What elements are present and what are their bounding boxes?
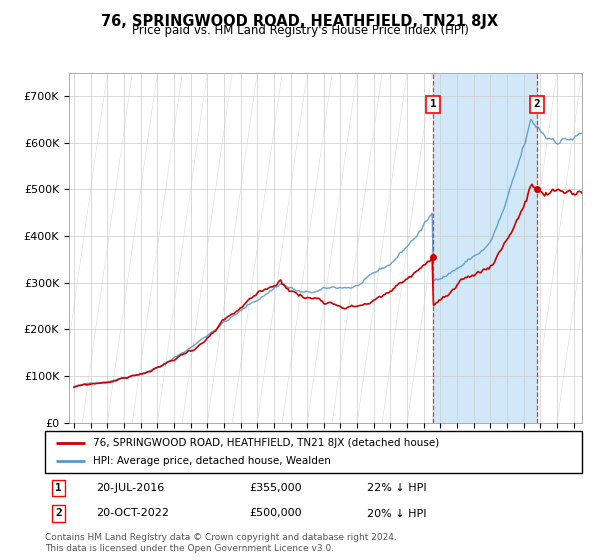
Text: 22% ↓ HPI: 22% ↓ HPI xyxy=(367,483,427,493)
Text: 2: 2 xyxy=(533,99,541,109)
Text: 2: 2 xyxy=(55,508,62,519)
Text: 20% ↓ HPI: 20% ↓ HPI xyxy=(367,508,427,519)
Text: Contains HM Land Registry data © Crown copyright and database right 2024.
This d: Contains HM Land Registry data © Crown c… xyxy=(45,533,397,553)
Text: £355,000: £355,000 xyxy=(249,483,302,493)
Text: 76, SPRINGWOOD ROAD, HEATHFIELD, TN21 8JX: 76, SPRINGWOOD ROAD, HEATHFIELD, TN21 8J… xyxy=(101,14,499,29)
Text: 1: 1 xyxy=(55,483,62,493)
Text: 20-JUL-2016: 20-JUL-2016 xyxy=(96,483,164,493)
Text: HPI: Average price, detached house, Wealden: HPI: Average price, detached house, Weal… xyxy=(94,456,331,466)
Bar xyxy=(433,73,537,423)
Text: Price paid vs. HM Land Registry's House Price Index (HPI): Price paid vs. HM Land Registry's House … xyxy=(131,24,469,36)
Text: 1: 1 xyxy=(430,99,436,109)
Text: £500,000: £500,000 xyxy=(249,508,302,519)
Text: 76, SPRINGWOOD ROAD, HEATHFIELD, TN21 8JX (detached house): 76, SPRINGWOOD ROAD, HEATHFIELD, TN21 8J… xyxy=(94,438,440,448)
Text: 20-OCT-2022: 20-OCT-2022 xyxy=(96,508,169,519)
